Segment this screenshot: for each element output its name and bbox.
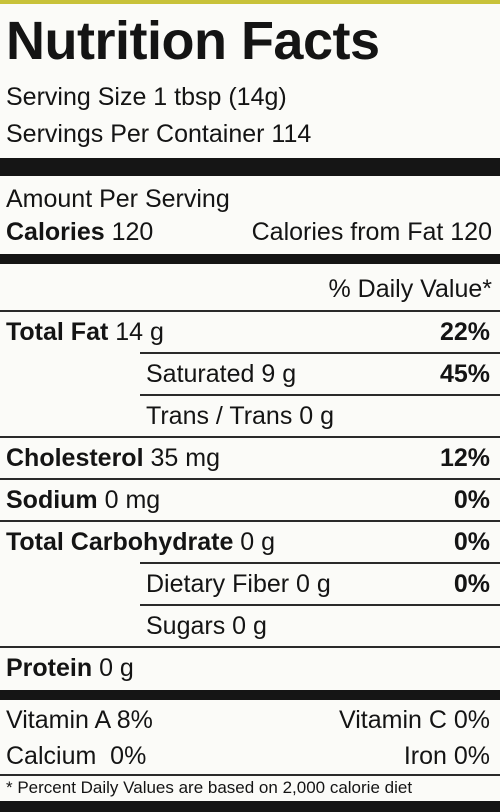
daily-value: 45% [439, 360, 490, 388]
rule [140, 604, 500, 606]
nutrient-amount: 35 mg [150, 444, 220, 472]
vitamin: Vitamin C 0% [339, 706, 490, 734]
nutrient-amount: 0 g [232, 612, 267, 640]
vitamin: Iron 0% [403, 742, 490, 770]
nutrient: Sugars 0 g [146, 611, 267, 641]
rule [140, 352, 500, 354]
calories-label: Calories [6, 218, 105, 246]
daily-value: 0% [453, 570, 490, 598]
rule [0, 646, 500, 648]
nutrient-amount: 0 g [240, 528, 276, 556]
medium-rule [0, 254, 500, 264]
nutrient-amount: 0 g [99, 654, 134, 682]
nutrient: Protein 0 g [6, 653, 134, 683]
amount-per-serving: Amount Per Serving [6, 185, 230, 213]
medium-rule [0, 690, 500, 700]
nutrient-name: Sodium [6, 486, 98, 514]
rule [0, 478, 500, 480]
top-edge [0, 0, 500, 4]
calories-from-fat: Calories from Fat 120 [251, 218, 492, 246]
title: Nutrition Facts [6, 11, 380, 71]
rule [0, 520, 500, 522]
nutrient-name: Total Fat [6, 318, 109, 346]
nutrient: Trans / Trans 0 g [146, 401, 334, 431]
vitamin: Vitamin A 8% [6, 706, 153, 734]
serving-size: Serving Size 1 tbsp (14g) [6, 83, 287, 111]
nutrient-amount: 0 g [296, 570, 331, 598]
nutrient-name: Dietary Fiber [146, 570, 290, 598]
daily-value-header: % Daily Value* [328, 275, 492, 303]
thick-rule [0, 801, 500, 812]
nutrient: Dietary Fiber 0 g [146, 569, 331, 599]
nutrient-name: Sugars [146, 612, 226, 640]
rule [0, 774, 500, 776]
rule [0, 310, 500, 312]
footnote: * Percent Daily Values are based on 2,00… [6, 778, 413, 797]
nutrient-amount: 9 g [261, 360, 297, 388]
nutrient-name: Trans / Trans [146, 402, 293, 430]
nutrient-amount: 0 mg [104, 486, 161, 514]
daily-value: 0% [453, 528, 490, 556]
nutrient-amount: 14 g [115, 318, 164, 346]
nutrient: Total Carbohydrate 0 g [6, 527, 275, 557]
calories: Calories 120 [6, 217, 153, 247]
daily-value: 0% [453, 486, 490, 514]
rule [140, 562, 500, 564]
nutrient: Cholesterol 35 mg [6, 443, 220, 473]
nutrient-name: Cholesterol [6, 444, 144, 472]
rule [0, 436, 500, 438]
nutrient-name: Protein [6, 654, 93, 682]
vitamin: Calcium 0% [6, 742, 147, 770]
daily-value: 12% [439, 444, 490, 472]
daily-value: 22% [439, 318, 490, 346]
nutrient-name: Total Carbohydrate [6, 528, 234, 556]
nutrient-name: Saturated [146, 360, 255, 388]
rule [140, 394, 500, 396]
nutrient: Sodium 0 mg [6, 485, 160, 515]
nutrient: Saturated 9 g [146, 359, 296, 389]
servings-per-container: Servings Per Container 114 [6, 120, 312, 148]
thick-rule [0, 158, 500, 176]
nutrient: Total Fat 14 g [6, 317, 164, 347]
calories-value: 120 [111, 218, 154, 246]
nutrient-amount: 0 g [299, 402, 335, 430]
